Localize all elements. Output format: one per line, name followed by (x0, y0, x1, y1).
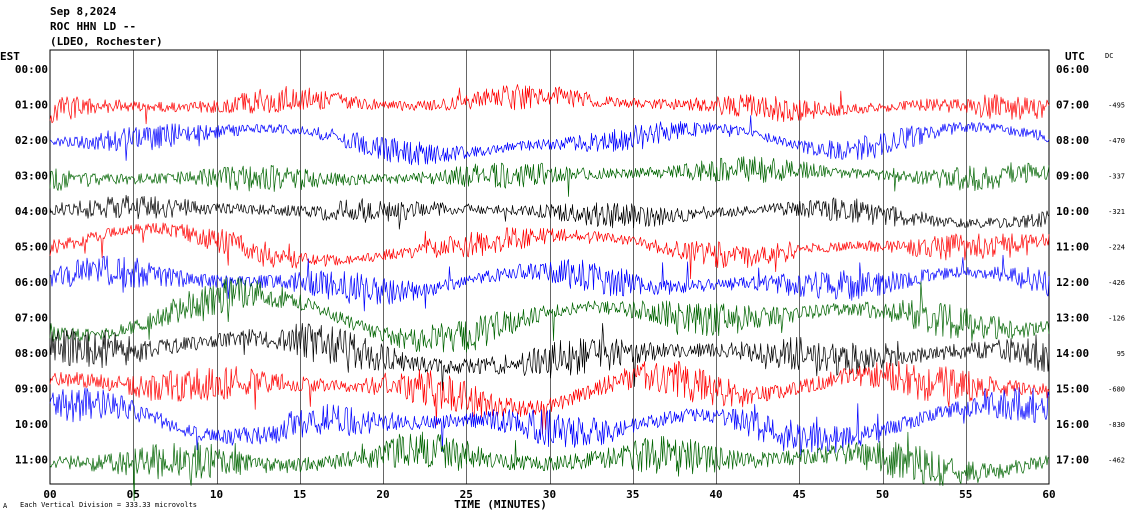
dc-value-10:00: -321 (1108, 208, 1125, 216)
dc-value-16:00: -830 (1108, 421, 1125, 429)
trace-02:00 (49, 115, 1050, 166)
utc-label-12:00: 12:00 (1056, 276, 1089, 289)
trace-05:00 (49, 222, 1050, 280)
utc-label-09:00: 09:00 (1056, 170, 1089, 183)
x-tick-label-15: 15 (293, 488, 306, 501)
dc-value-07:00: -495 (1108, 102, 1125, 110)
x-tick-label-60: 60 (1042, 488, 1055, 501)
utc-label-08:00: 08:00 (1056, 134, 1089, 147)
est-label-00:00: 00:00 (15, 63, 48, 76)
network-name: (LDEO, Rochester) (50, 35, 163, 48)
x-tick-label-50: 50 (876, 488, 889, 501)
utc-label-13:00: 13:00 (1056, 312, 1089, 325)
dc-value-14:00: 95 (1117, 350, 1125, 358)
est-label-11:00: 11:00 (15, 454, 48, 467)
x-tick-label-40: 40 (709, 488, 722, 501)
dc-value-13:00: -126 (1108, 315, 1125, 323)
trace-10:00 (49, 387, 1050, 456)
est-label-07:00: 07:00 (15, 312, 48, 325)
dc-value-08:00: -470 (1108, 137, 1125, 145)
x-tick-label-25: 25 (460, 488, 473, 501)
dc-value-09:00: -337 (1108, 173, 1125, 181)
trace-04:00 (49, 194, 1050, 230)
trace-03:00 (49, 156, 1050, 197)
est-label-03:00: 03:00 (15, 170, 48, 183)
vertical-division-note: Each Vertical Division = 333.33 microvol… (20, 501, 197, 509)
x-tick-label-20: 20 (376, 488, 389, 501)
chart-date: Sep 8,2024 (50, 5, 117, 18)
est-axis-label: EST (0, 50, 20, 63)
x-axis-title: TIME (MINUTES) (454, 498, 547, 511)
utc-label-15:00: 15:00 (1056, 383, 1089, 396)
corner-mark: A (3, 502, 8, 510)
utc-label-06:00: 06:00 (1056, 63, 1089, 76)
est-label-06:00: 06:00 (15, 276, 48, 289)
utc-label-16:00: 16:00 (1056, 418, 1089, 431)
x-tick-label-00: 00 (43, 488, 56, 501)
x-tick-label-05: 05 (127, 488, 140, 501)
dc-value-12:00: -426 (1108, 279, 1125, 287)
est-label-10:00: 10:00 (15, 418, 48, 431)
x-tick-label-35: 35 (626, 488, 639, 501)
utc-label-11:00: 11:00 (1056, 241, 1089, 254)
dc-column-label: DC (1105, 52, 1113, 60)
trace-06:00 (49, 254, 1050, 312)
est-label-04:00: 04:00 (15, 205, 48, 218)
est-label-02:00: 02:00 (15, 134, 48, 147)
est-label-08:00: 08:00 (15, 347, 48, 360)
utc-label-10:00: 10:00 (1056, 205, 1089, 218)
utc-label-14:00: 14:00 (1056, 347, 1089, 360)
dc-value-15:00: -680 (1108, 386, 1125, 394)
dc-value-17:00: -462 (1108, 457, 1125, 465)
x-tick-label-55: 55 (959, 488, 972, 501)
utc-label-07:00: 07:00 (1056, 99, 1089, 112)
utc-label-17:00: 17:00 (1056, 454, 1089, 467)
trace-09:00 (49, 360, 1050, 435)
trace-08:00 (49, 322, 1050, 391)
dc-value-11:00: -224 (1108, 244, 1125, 252)
est-label-05:00: 05:00 (15, 241, 48, 254)
trace-01:00 (49, 84, 1050, 125)
est-label-09:00: 09:00 (15, 383, 48, 396)
trace-11:00 (49, 431, 1050, 501)
station-code: ROC HHN LD -- (50, 20, 137, 33)
trace-07:00 (49, 277, 1050, 353)
x-tick-label-45: 45 (793, 488, 806, 501)
plot-frame (49, 49, 1050, 485)
x-tick-label-10: 10 (210, 488, 223, 501)
x-tick-label-30: 30 (543, 488, 556, 501)
utc-axis-label: UTC (1065, 50, 1085, 63)
est-label-01:00: 01:00 (15, 99, 48, 112)
